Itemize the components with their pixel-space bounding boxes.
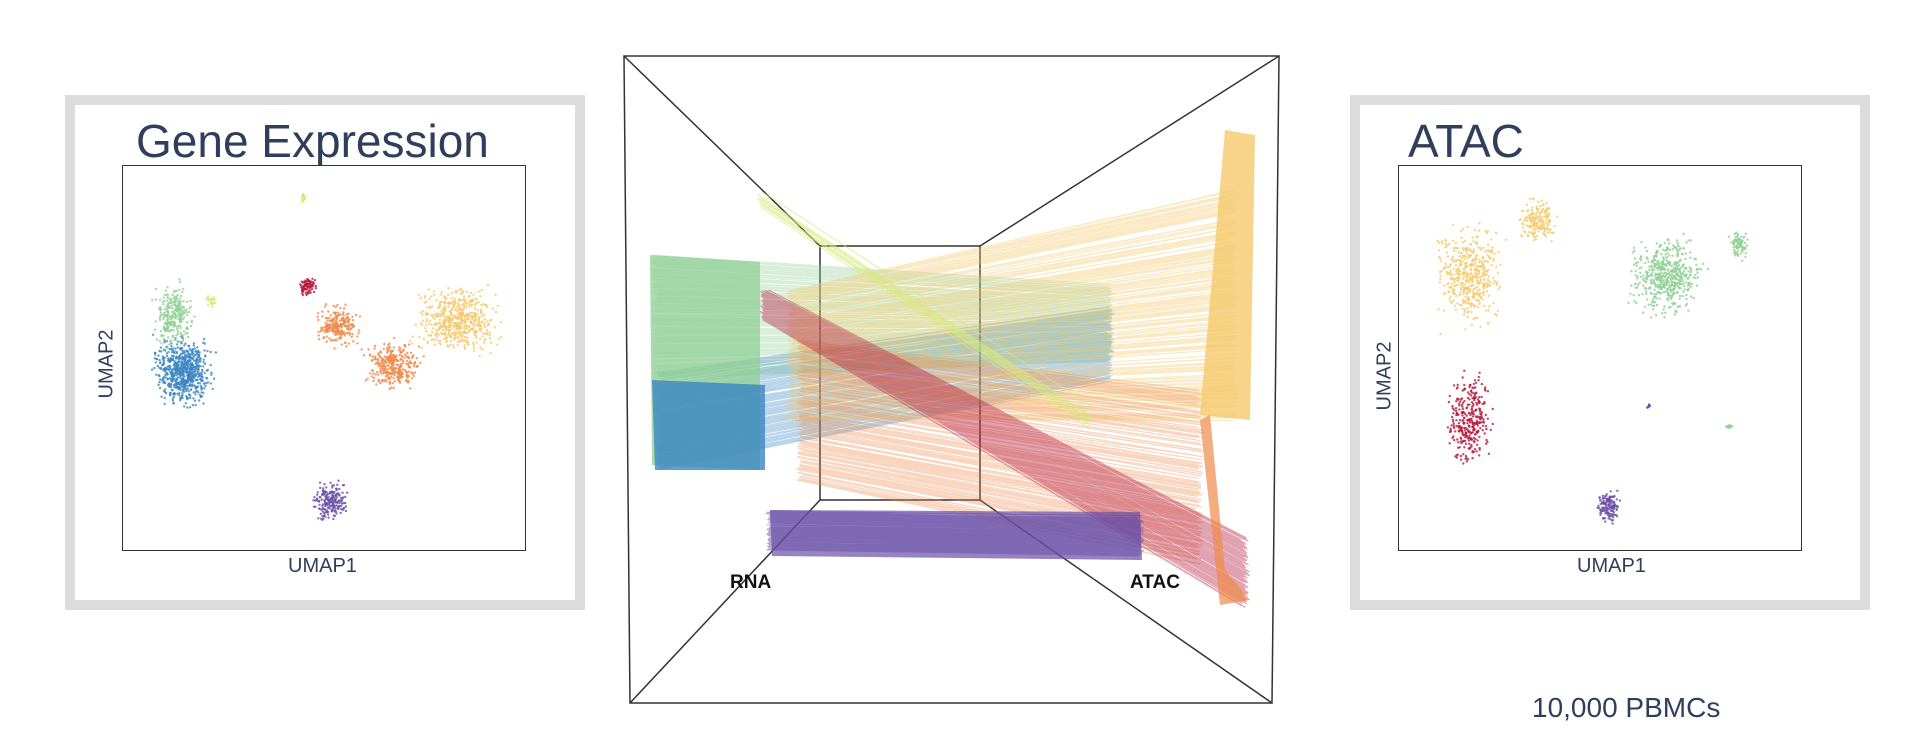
atac-cluster-purple [1596,489,1622,525]
links-red [759,289,1251,608]
rna-cluster-red [299,277,317,297]
links-blue [655,306,1115,470]
gene-expression-scatter [150,193,503,522]
rna-cluster-purple [312,479,349,522]
rna-cluster-lime-2 [205,295,217,308]
atac-sheet-yellow [1200,130,1255,420]
links-yellow [784,189,1240,422]
atac-cluster-green-3 [1725,424,1734,430]
atac-cluster-green-2 [1727,231,1749,262]
edge-tr [979,55,1280,247]
rna-cluster-yellow [409,283,503,358]
rna-cluster-lime [300,193,307,204]
atac-cluster-red [1446,369,1494,465]
atac-scatter [1436,197,1749,525]
gene-expression-title: Gene Expression [136,115,489,167]
rna-cluster-orange-2 [360,337,425,391]
purple-band [770,510,1142,560]
links-orange [794,339,1205,565]
rna-cluster-green [151,278,196,354]
atac-cluster-green [1627,232,1710,319]
atac-title: ATAC [1408,115,1524,167]
gene-expression-xlabel: UMAP1 [288,555,357,577]
gene-expression-umap-plot [122,165,526,551]
atac-cluster-yellow-2 [1518,197,1559,243]
atac-sheet-orange [1200,415,1250,605]
dataset-caption: 10,000 PBMCs [1532,692,1721,723]
atac-modality-label: ATAC [1130,572,1180,593]
rna-cluster-blue [150,333,218,409]
atac-xlabel: UMAP1 [1577,555,1646,577]
atac-cluster-yellow [1436,222,1508,336]
rna-modality-label: RNA [730,572,772,593]
rna-sheet-blue [652,380,765,470]
atac-umap-plot [1398,165,1802,551]
links-lime [757,191,1094,430]
atac-cluster-purple-2 [1646,403,1651,409]
rna-cluster-orange-1 [316,303,362,350]
